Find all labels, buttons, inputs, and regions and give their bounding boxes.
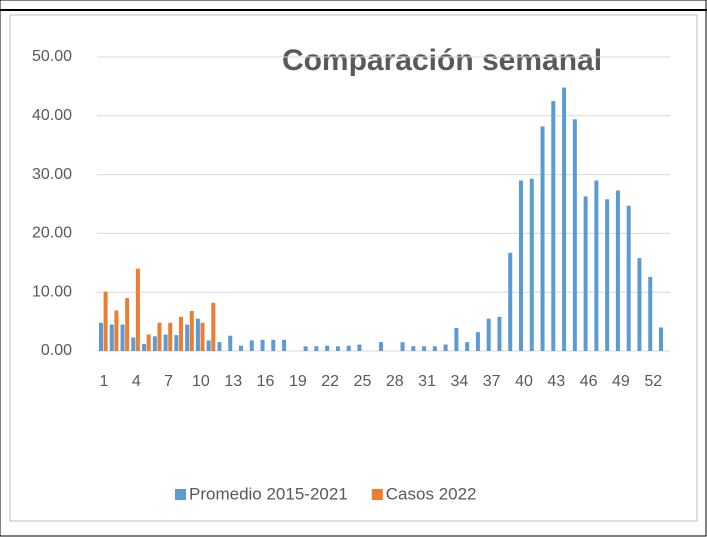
x-tick-label: 7 [164,373,173,390]
bar [109,324,114,351]
bar [195,318,200,351]
bar [508,252,513,351]
legend-label: Promedio 2015-2021 [189,484,348,503]
y-tick-label: 30.00 [32,166,72,183]
bar [142,343,147,351]
bar [519,180,523,351]
bar [648,276,653,351]
bar [114,310,119,351]
bar [497,316,502,351]
bar [583,196,588,351]
legend-swatch [371,489,383,500]
y-tick-label: 0.00 [41,342,72,359]
bar [454,328,459,351]
bar [411,346,416,351]
x-tick-label: 10 [192,373,210,390]
bar [443,344,448,351]
bar [206,340,211,351]
bar [379,342,383,351]
bar [357,344,362,351]
bar [135,268,140,351]
bar [637,258,642,351]
bar [659,327,663,351]
bar [346,345,351,351]
bar [168,322,173,351]
x-tick-label: 4 [132,373,141,390]
bar [562,87,567,352]
bar [325,345,330,351]
x-tick-label: 37 [483,373,501,390]
bar [400,342,405,351]
bar [626,205,631,351]
bar [422,346,427,351]
bar [303,346,308,351]
x-tick-label: 22 [321,373,339,390]
bar [475,332,480,351]
bar [178,316,183,351]
bar [540,126,545,351]
bar [189,311,194,351]
x-tick-label: 1 [100,373,109,390]
bar [163,334,168,351]
bar [157,322,162,351]
bar [314,346,319,351]
bar [131,337,136,351]
bar [594,180,599,351]
bar [335,346,340,351]
bar [239,345,243,351]
x-tick-label: 34 [450,373,468,390]
bar [260,339,265,351]
bar [572,119,577,351]
bar [200,322,205,351]
bar [99,322,103,351]
bar [152,336,157,351]
bar [185,324,190,351]
bar [228,335,233,351]
bar [465,342,470,351]
bar [551,101,556,351]
bar [605,199,610,351]
bar [249,340,254,351]
bar [120,324,125,351]
bar [615,190,620,351]
chart-title: Comparación semanal [282,44,602,77]
x-tick-label: 46 [580,373,598,390]
bar [125,298,130,351]
x-tick-label: 25 [354,373,372,390]
chart-area [9,14,698,522]
bar [174,335,179,351]
bar [211,302,216,351]
x-tick-label: 49 [612,373,630,390]
legend-swatch [175,489,186,500]
x-tick-label: 16 [257,373,275,390]
y-tick-label: 10.00 [32,283,72,300]
x-tick-label: 13 [224,373,242,390]
bar [103,291,108,351]
x-tick-label: 40 [515,373,533,390]
bar [529,178,534,351]
x-tick-label: 43 [547,373,565,390]
x-tick-label: 52 [644,373,662,390]
x-tick-label: 28 [386,373,404,390]
bar [217,342,222,351]
bar [432,346,437,351]
legend-label: Casos 2022 [386,484,477,503]
y-tick-label: 20.00 [32,225,72,242]
x-tick-label: 19 [289,373,307,390]
x-tick-label: 31 [418,373,436,390]
y-tick-label: 40.00 [32,107,72,124]
y-tick-label: 50.00 [32,48,72,65]
bar [146,334,151,351]
bar [282,339,287,351]
bar [486,318,491,351]
bar [271,339,276,351]
